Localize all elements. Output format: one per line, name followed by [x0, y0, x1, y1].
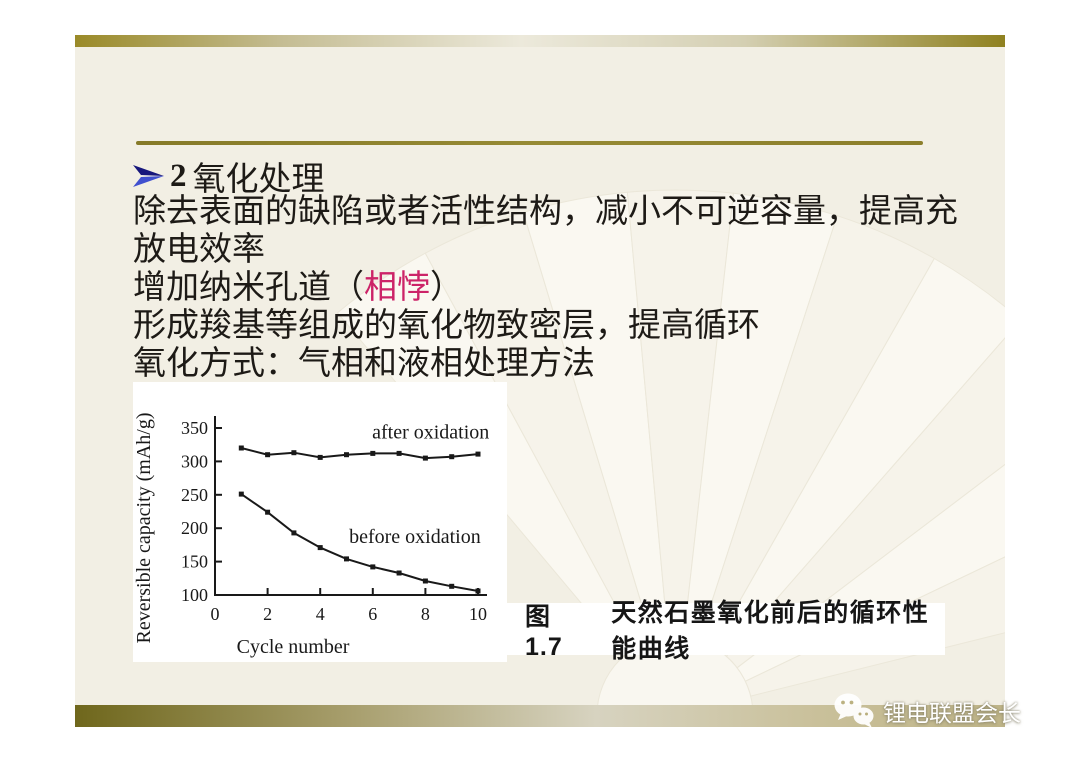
svg-text:Reversible capacity (mAh/g): Reversible capacity (mAh/g)	[133, 412, 155, 643]
svg-text:200: 200	[181, 518, 208, 538]
svg-text:Cycle number: Cycle number	[237, 636, 350, 658]
svg-text:250: 250	[181, 485, 208, 505]
figure-caption: 图 1.7 天然石墨氧化前后的循环性能曲线	[503, 599, 945, 663]
svg-text:4: 4	[316, 604, 325, 624]
svg-text:before oxidation: before oxidation	[349, 526, 481, 548]
title-rule	[136, 141, 923, 145]
svg-text:150: 150	[181, 552, 208, 572]
svg-text:6: 6	[368, 604, 377, 624]
watermark: 锂电联盟会长	[833, 690, 1021, 732]
svg-text:300: 300	[181, 451, 208, 471]
slide-content: 2 氧化处理 除去表面的缺陷或者活性结构，减小不可逆容量，提高充 放电效率 增加纳米…	[75, 35, 1005, 727]
svg-text:350: 350	[181, 418, 208, 438]
arrow-bullet-icon	[133, 165, 164, 187]
section-number: 2	[170, 157, 187, 194]
figure-caption-label: 图 1.7	[525, 602, 563, 661]
body-text: 除去表面的缺陷或者活性结构，减小不可逆容量，提高充 放电效率 增加纳米孔道（相悖）形…	[133, 193, 963, 383]
svg-text:100: 100	[181, 585, 208, 605]
top-gold-bar	[75, 35, 1005, 47]
bottom-gold-bar	[75, 705, 1005, 727]
body-line: 增加纳米孔道（相悖）	[133, 270, 463, 306]
wechat-icon	[834, 693, 874, 728]
figure-caption-title: 天然石墨氧化前后的循环性能曲线	[611, 599, 930, 663]
figure-chart: 100 150 200 250 300 350 0 2 4 6 8 10 after oxidation…	[133, 382, 507, 662]
svg-text:8: 8	[421, 604, 430, 624]
cycle-performance-chart: 100 150 200 250 300 350 0 2 4 6 8 10 after oxidation…	[133, 412, 489, 658]
body-line: 形成羧基等组成的氧化物致密层，提高循环	[133, 308, 760, 344]
body-line: 氧化方式：气相和液相处理方法	[133, 346, 595, 382]
body-line: 放电效率	[133, 232, 265, 268]
watermark-text: 锂电联盟会长	[883, 700, 1021, 726]
svg-text:10: 10	[469, 604, 487, 624]
slide: 2 氧化处理 除去表面的缺陷或者活性结构，减小不可逆容量，提高充 放电效率 增加纳米…	[75, 35, 1005, 727]
section-title: 2 氧化处理	[131, 152, 325, 200]
svg-text:2: 2	[263, 604, 272, 624]
body-line: 除去表面的缺陷或者活性结构，减小不可逆容量，提高充	[133, 194, 958, 230]
svg-text:0: 0	[211, 604, 220, 624]
svg-text:after oxidation: after oxidation	[372, 421, 489, 443]
section-title-text: 氧化处理	[192, 162, 325, 198]
